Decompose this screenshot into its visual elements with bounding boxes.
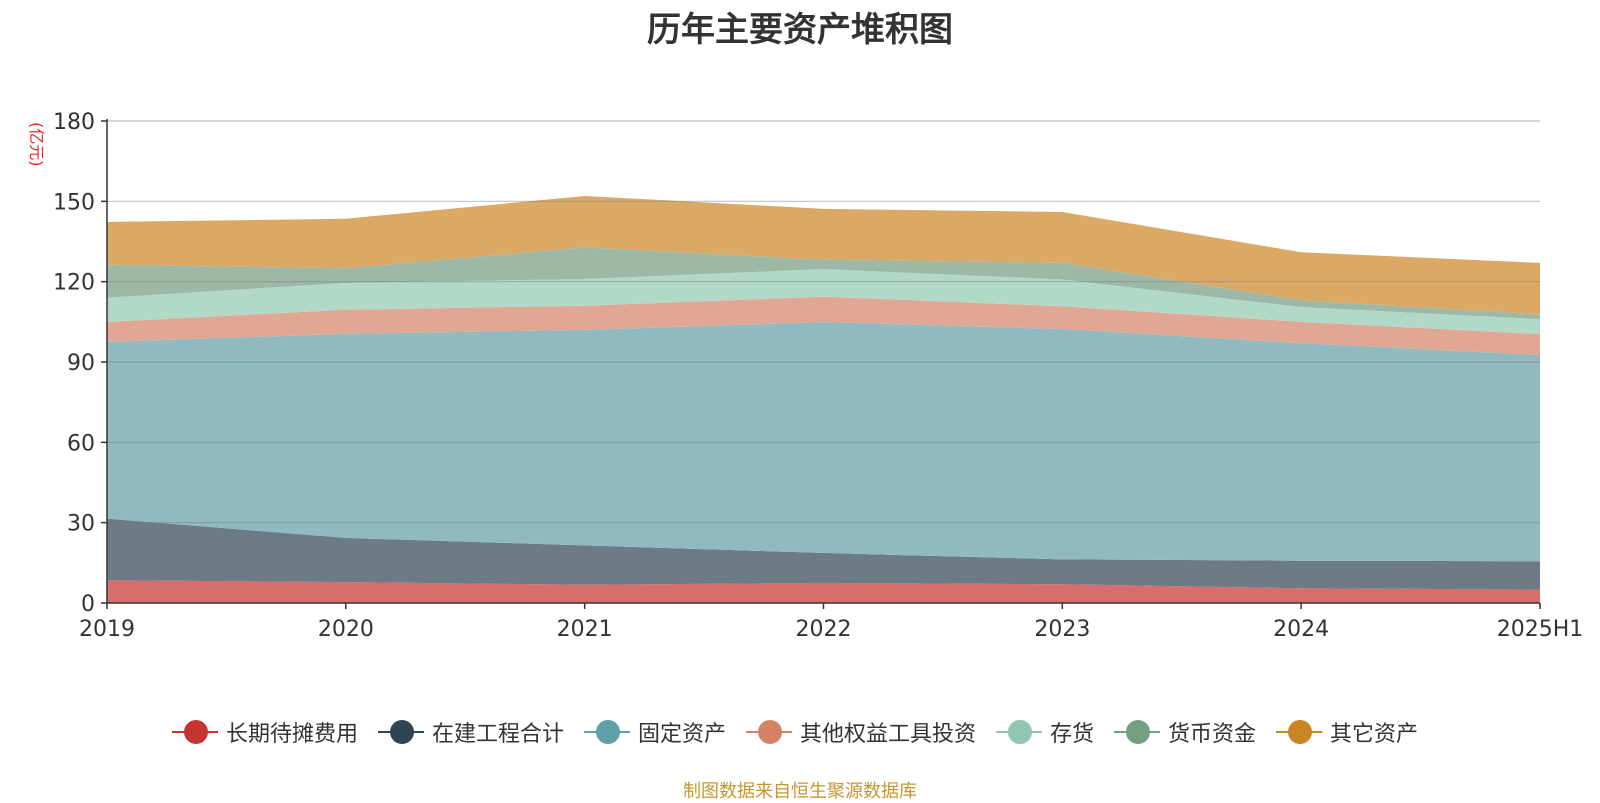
legend-swatch-5 — [1114, 719, 1161, 745]
y-axis-unit-label: (亿元) — [27, 122, 46, 167]
legend-item-2[interactable]: 固定资产 — [583, 716, 726, 748]
legend-label-5: 货币资金 — [1168, 722, 1257, 747]
area-series-1 — [107, 518, 1540, 590]
legend-item-5[interactable]: 货币资金 — [1114, 716, 1256, 748]
legend-dot-0 — [183, 720, 208, 744]
x-tick-label-2: 2021 — [557, 617, 613, 642]
legend-swatch-2 — [583, 719, 630, 745]
legend-dot-4 — [1008, 720, 1032, 744]
legend-dot-2 — [595, 720, 620, 744]
legend-dot-3 — [757, 720, 782, 744]
y-tick-label-0: 0 — [81, 592, 95, 617]
y-tick-label-3: 90 — [67, 351, 95, 376]
legend-label-6: 其它资产 — [1330, 722, 1419, 747]
x-tick-label-3: 2022 — [796, 617, 852, 642]
y-tick-label-2: 60 — [67, 431, 95, 456]
area-series-6 — [107, 195, 1540, 315]
legend-label-0: 长期待摊费用 — [225, 722, 358, 747]
legend-label-1: 在建工程合计 — [431, 722, 564, 747]
area-series-2 — [107, 322, 1540, 562]
area-series-5 — [107, 247, 1540, 320]
area-series-3 — [107, 296, 1540, 356]
x-tick-label-4: 2023 — [1034, 617, 1090, 642]
legend-item-6[interactable]: 其它资产 — [1276, 716, 1418, 748]
legend-label-3: 其他权益工具投资 — [799, 722, 976, 747]
legend-swatch-6 — [1276, 719, 1323, 745]
legend-label-4: 存货 — [1050, 722, 1095, 747]
y-tick-label-6: 180 — [53, 110, 95, 135]
area-series-0 — [107, 580, 1540, 603]
y-tick-label-1: 30 — [67, 512, 95, 537]
y-tick-label-5: 150 — [53, 190, 95, 215]
legend-dot-6 — [1288, 720, 1313, 744]
legend-swatch-0 — [171, 719, 218, 745]
legend-item-1[interactable]: 在建工程合计 — [377, 716, 564, 748]
area-series-4 — [107, 269, 1540, 335]
y-tick-label-4: 120 — [53, 271, 95, 296]
chart-title: 历年主要资产堆积图 — [647, 10, 953, 50]
legend-swatch-4 — [996, 719, 1042, 745]
legend-item-4[interactable]: 存货 — [996, 716, 1094, 748]
x-tick-label-1: 2020 — [318, 617, 374, 642]
legend: 长期待摊费用 在建工程合计 固定资产 其他权益工具投资 存货 货币资金 其它资产 — [0, 716, 1600, 748]
legend-label-2: 固定资产 — [637, 722, 726, 747]
legend-dot-1 — [389, 720, 414, 744]
legend-swatch-3 — [745, 719, 792, 745]
legend-item-3[interactable]: 其他权益工具投资 — [745, 716, 976, 748]
x-tick-label-5: 2024 — [1273, 617, 1329, 642]
legend-dot-5 — [1126, 720, 1151, 744]
x-tick-label-6: 2025H1 — [1497, 617, 1584, 642]
source-note: 制图数据来自恒生聚源数据库 — [683, 781, 917, 802]
x-tick-label-0: 2019 — [79, 617, 135, 642]
legend-item-0[interactable]: 长期待摊费用 — [171, 716, 358, 748]
legend-swatch-1 — [377, 719, 424, 745]
